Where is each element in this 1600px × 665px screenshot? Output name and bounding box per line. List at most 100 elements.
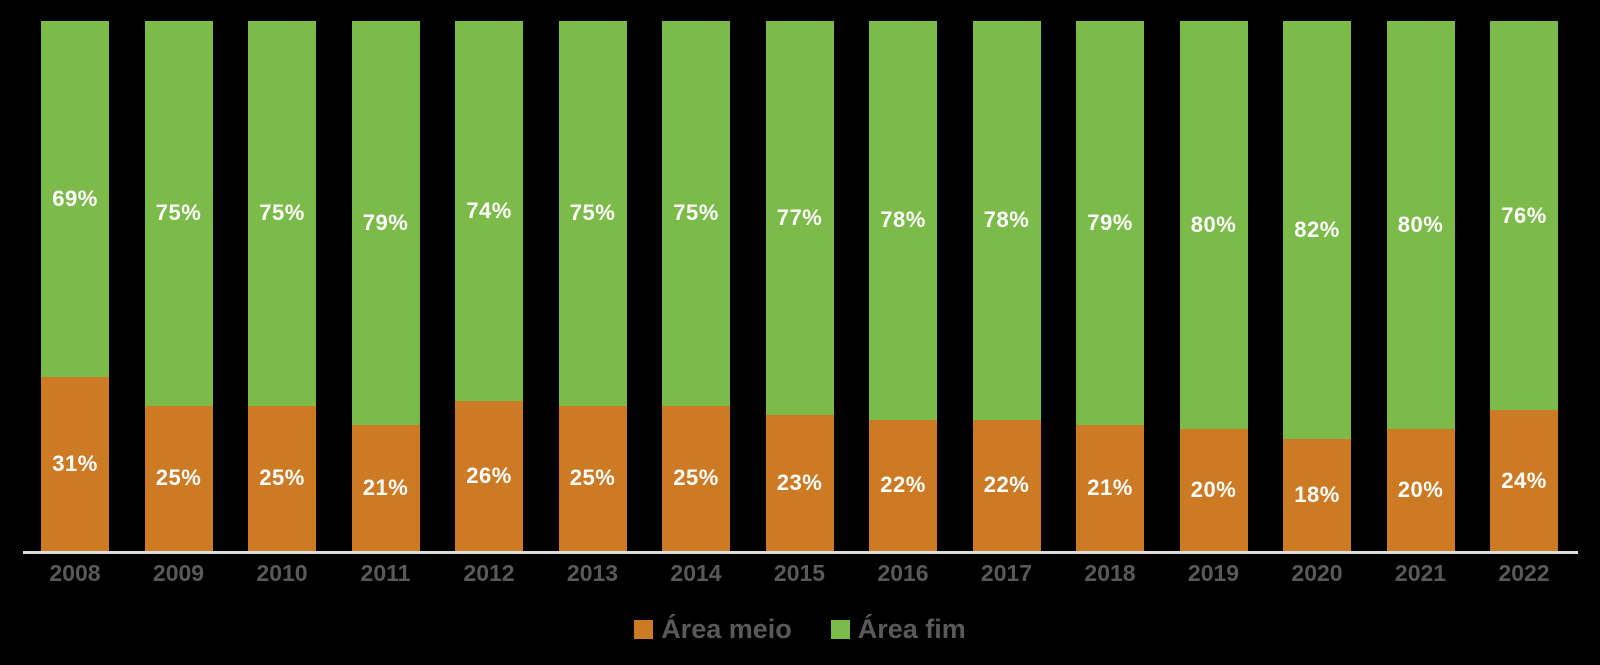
bar-value-label: 79% bbox=[1087, 209, 1133, 235]
bar-2011-area-meio-segment[interactable]: 21% bbox=[351, 424, 420, 551]
bar-value-label: 25% bbox=[569, 465, 616, 491]
bar-value-label: 25% bbox=[155, 465, 202, 491]
x-tick-2021: 2021 bbox=[1394, 560, 1447, 586]
bar-2015-area-meio-segment[interactable]: 23% bbox=[765, 415, 834, 551]
bar-value-label: 23% bbox=[776, 470, 823, 496]
x-tick-2014: 2014 bbox=[670, 560, 722, 586]
x-tick-2022: 2022 bbox=[1498, 560, 1550, 586]
bar-2012-area-meio-segment[interactable]: 26% bbox=[455, 400, 523, 551]
bar-2014-area-fim-segment[interactable]: 75% bbox=[662, 21, 730, 406]
bar-value-label: 20% bbox=[1190, 477, 1237, 503]
bar-2013-area-fim-segment[interactable]: 75% bbox=[558, 21, 627, 406]
bar-value-label: 75% bbox=[155, 200, 202, 226]
bar-2016: 78% 22% bbox=[869, 21, 937, 551]
bar-2011: 79% 21% bbox=[351, 21, 420, 551]
bar-value-label: 25% bbox=[259, 465, 305, 491]
x-tick-2018: 2018 bbox=[1084, 560, 1136, 586]
x-tick-2019: 2019 bbox=[1187, 560, 1240, 586]
bar-2016-area-meio-segment[interactable]: 22% bbox=[869, 419, 937, 551]
bar-value-label: 80% bbox=[1190, 212, 1237, 238]
bar-2016-area-fim-segment[interactable]: 78% bbox=[869, 21, 937, 420]
bar-value-label: 26% bbox=[466, 462, 512, 488]
x-tick-2012: 2012 bbox=[463, 560, 515, 586]
bar-2019: 80% 20% bbox=[1179, 21, 1248, 551]
bar-2012-area-fim-segment[interactable]: 74% bbox=[455, 21, 523, 401]
bar-value-label: 22% bbox=[983, 472, 1030, 498]
bar-2013: 75% 25% bbox=[558, 21, 627, 551]
legend-label-area-fim: Área fim bbox=[857, 613, 966, 644]
legend-label-area-meio: Área meio bbox=[661, 613, 792, 644]
bar-2020-area-meio-segment[interactable]: 18% bbox=[1283, 438, 1351, 551]
bar-value-label: 21% bbox=[1087, 474, 1133, 500]
bar-2019-area-meio-segment[interactable]: 20% bbox=[1179, 429, 1248, 551]
x-tick-2008: 2008 bbox=[49, 560, 101, 586]
area-fim-swatch-icon bbox=[830, 619, 850, 639]
area-meio-swatch-icon bbox=[634, 619, 654, 639]
bar-2014-area-meio-segment[interactable]: 25% bbox=[662, 405, 730, 551]
bar-2011-area-fim-segment[interactable]: 79% bbox=[351, 21, 420, 425]
bar-2018-area-fim-segment[interactable]: 79% bbox=[1076, 21, 1144, 425]
plot-area: 69% 31% 75% 25% 75% 25% 79% 21% 74% 26% 75% 25% 75% 2… bbox=[41, 21, 1558, 551]
bar-2017: 78% 22% bbox=[972, 21, 1041, 551]
bar-value-label: 74% bbox=[466, 197, 512, 223]
x-tick-2011: 2011 bbox=[360, 560, 411, 586]
legend-item-area-meio[interactable]: Área meio bbox=[634, 614, 792, 645]
bar-value-label: 22% bbox=[880, 472, 926, 498]
bar-value-label: 21% bbox=[362, 474, 409, 500]
bar-2010-area-meio-segment[interactable]: 25% bbox=[248, 405, 316, 551]
bar-2020-area-fim-segment[interactable]: 82% bbox=[1283, 21, 1351, 439]
bar-2018: 79% 21% bbox=[1076, 21, 1144, 551]
x-axis-line bbox=[23, 551, 1578, 554]
bar-2017-area-meio-segment[interactable]: 22% bbox=[972, 419, 1041, 551]
legend: Área meio Área fim bbox=[0, 612, 1600, 646]
bar-2018-area-meio-segment[interactable]: 21% bbox=[1076, 424, 1144, 551]
legend-item-area-fim[interactable]: Área fim bbox=[830, 613, 966, 645]
bar-value-label: 75% bbox=[569, 200, 616, 226]
bar-2017-area-fim-segment[interactable]: 78% bbox=[972, 21, 1041, 420]
x-tick-2016: 2016 bbox=[877, 560, 929, 586]
bar-2010-area-fim-segment[interactable]: 75% bbox=[248, 21, 316, 406]
bar-value-label: 80% bbox=[1397, 212, 1444, 238]
bar-2009: 75% 25% bbox=[144, 21, 213, 551]
bar-2013-area-meio-segment[interactable]: 25% bbox=[558, 405, 627, 551]
x-axis-labels: 2008 2009 2010 2011 2012 2013 2014 2015 2016 2017… bbox=[41, 560, 1558, 587]
bar-2021-area-fim-segment[interactable]: 80% bbox=[1386, 21, 1455, 430]
bar-2022-area-fim-segment[interactable]: 76% bbox=[1490, 21, 1558, 411]
bar-value-label: 75% bbox=[673, 200, 719, 226]
bar-value-label: 82% bbox=[1294, 216, 1340, 242]
bar-2015-area-fim-segment[interactable]: 77% bbox=[765, 21, 834, 416]
bar-2010: 75% 25% bbox=[248, 21, 316, 551]
bar-value-label: 75% bbox=[259, 200, 305, 226]
bar-2021-area-meio-segment[interactable]: 20% bbox=[1386, 429, 1455, 551]
bar-2020: 82% 18% bbox=[1283, 21, 1351, 551]
bar-value-label: 24% bbox=[1501, 467, 1547, 493]
bar-2008: 69% 31% bbox=[41, 21, 109, 551]
bar-value-label: 79% bbox=[362, 209, 409, 235]
bar-2009-area-fim-segment[interactable]: 75% bbox=[144, 21, 213, 406]
bar-2008-area-fim-segment[interactable]: 69% bbox=[41, 21, 109, 377]
bar-value-label: 78% bbox=[880, 207, 926, 233]
bar-value-label: 78% bbox=[983, 207, 1030, 233]
bar-2022: 76% 24% bbox=[1490, 21, 1558, 551]
bar-value-label: 69% bbox=[52, 185, 98, 211]
bar-2008-area-meio-segment[interactable]: 31% bbox=[41, 376, 109, 551]
x-tick-2013: 2013 bbox=[566, 560, 619, 586]
bar-value-label: 77% bbox=[776, 205, 823, 231]
x-tick-2009: 2009 bbox=[152, 560, 205, 586]
bar-value-label: 76% bbox=[1501, 202, 1547, 228]
x-tick-2020: 2020 bbox=[1291, 560, 1343, 586]
x-tick-2017: 2017 bbox=[980, 560, 1033, 586]
bar-value-label: 18% bbox=[1294, 481, 1340, 507]
x-tick-2015: 2015 bbox=[773, 560, 826, 586]
bar-value-label: 20% bbox=[1397, 477, 1444, 503]
bar-2009-area-meio-segment[interactable]: 25% bbox=[144, 405, 213, 551]
x-tick-2010: 2010 bbox=[256, 560, 308, 586]
bar-2022-area-meio-segment[interactable]: 24% bbox=[1490, 410, 1558, 551]
bar-2019-area-fim-segment[interactable]: 80% bbox=[1179, 21, 1248, 430]
bar-2015: 77% 23% bbox=[765, 21, 834, 551]
bar-value-label: 25% bbox=[673, 465, 719, 491]
bar-value-label: 31% bbox=[52, 450, 98, 476]
bar-2012: 74% 26% bbox=[455, 21, 523, 551]
bar-2021: 80% 20% bbox=[1386, 21, 1455, 551]
